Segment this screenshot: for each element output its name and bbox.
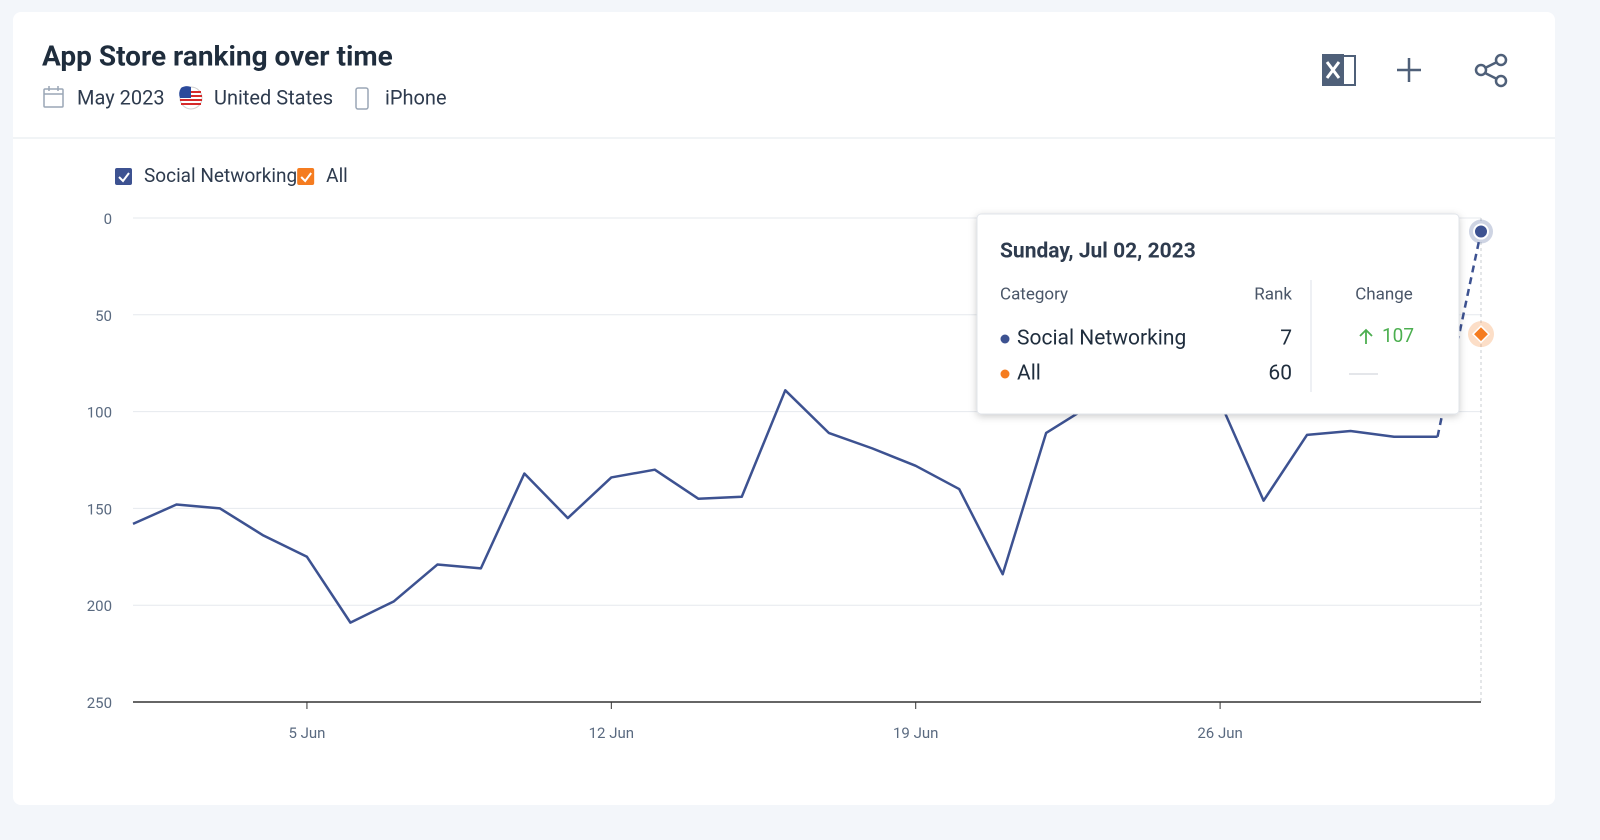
tooltip-column: Category	[1000, 284, 1068, 304]
x-tick-label: 26 Jun	[1197, 724, 1242, 742]
legend-check	[118, 172, 130, 183]
calendar-icon	[43, 86, 64, 108]
y-tick-label: 100	[87, 404, 112, 422]
flag-icon	[179, 86, 203, 110]
phone-icon	[355, 87, 369, 110]
tooltip-series: Social Networking	[1017, 327, 1186, 351]
tooltip-change: 107	[1382, 324, 1414, 347]
y-tick-label: 0	[104, 210, 112, 228]
legend-check	[300, 172, 312, 183]
add-button[interactable]	[1397, 58, 1421, 82]
tooltip: Sunday, Jul 02, 2023 Category Rank Change So…	[976, 213, 1460, 415]
y-tick-label: 200	[87, 597, 112, 615]
share-button[interactable]	[1474, 53, 1508, 88]
legend-item[interactable]: All	[297, 164, 348, 187]
legend-label: Social Networking	[144, 164, 297, 187]
tooltip-dot	[1000, 369, 1010, 379]
y-tick-label: 150	[87, 500, 112, 518]
point	[1473, 223, 1489, 240]
y-tick-label: 50	[95, 307, 112, 325]
tooltip-title: Sunday, Jul 02, 2023	[1000, 240, 1196, 264]
x-tick-label: 5 Jun	[288, 724, 325, 742]
legend-label: All	[326, 164, 348, 187]
tooltip-rank: 60	[1268, 362, 1292, 386]
x-tick-label: 12 Jun	[589, 724, 634, 742]
excel-button[interactable]	[1322, 54, 1356, 86]
tooltip-rank: 7	[1280, 327, 1292, 351]
tooltip-column: Rank	[1254, 284, 1292, 304]
y-tick-label: 250	[87, 694, 112, 712]
legend-checkbox	[297, 168, 315, 185]
filter-date[interactable]: May 2023	[77, 85, 165, 109]
legend-item[interactable]: Social Networking	[115, 164, 297, 187]
legend-checkbox	[115, 168, 132, 185]
tooltip-series: All	[1017, 362, 1041, 386]
tooltip-box	[976, 213, 1460, 415]
tooltip-column: Change	[1355, 284, 1413, 304]
tooltip-dot	[1000, 334, 1010, 344]
point	[1471, 325, 1491, 344]
change-arrow	[1359, 328, 1373, 344]
card	[13, 12, 1555, 805]
title: App Store ranking over time	[42, 39, 393, 72]
filter-device[interactable]: iPhone	[385, 85, 447, 109]
series-line-dashed	[1436, 231, 1483, 438]
x-tick-label: 19 Jun	[893, 724, 938, 742]
filter-country[interactable]: United States	[214, 85, 333, 109]
